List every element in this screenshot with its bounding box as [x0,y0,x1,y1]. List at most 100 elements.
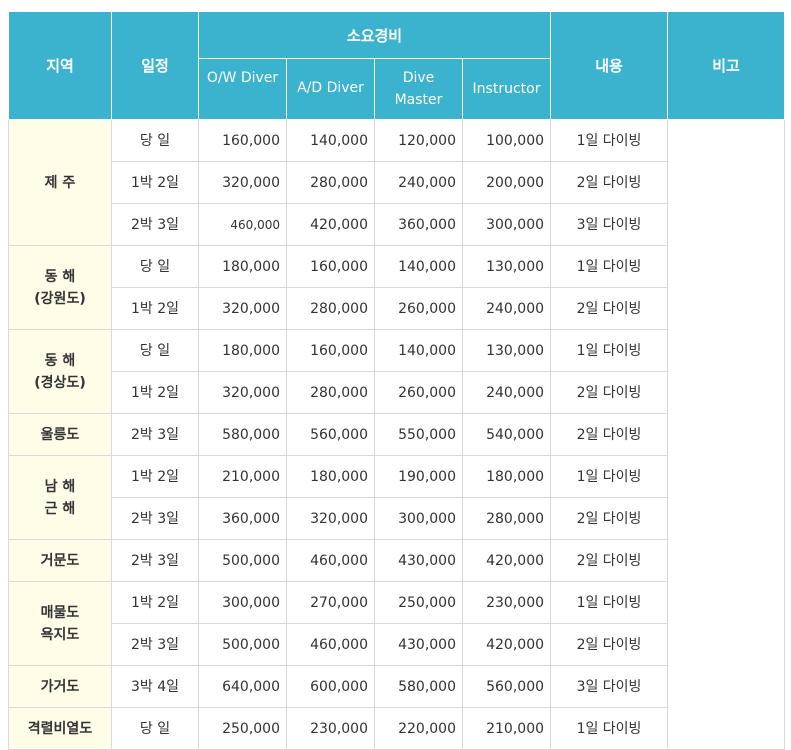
instructor-price-cell: 130,000 [461,329,552,372]
content-cell: 2일 다이빙 [550,287,669,330]
ow-price-cell: 160,000 [198,119,287,162]
ad-price-cell: 460,000 [286,539,375,582]
schedule-cell: 1박 2일 [111,371,199,414]
pricing-table: 지역 일정 소요경비 내용 비고 O/W Diver A/D Diver Div… [8,11,786,750]
table-row: 거문도 2박 3일 500,000 460,000 430,000 420,000 2일 다… [8,539,785,582]
ow-price-cell: 640,000 [198,665,287,708]
schedule-cell: 1박 2일 [111,161,199,204]
ad-price-cell: 280,000 [286,371,375,414]
ad-price-cell: 140,000 [286,119,375,162]
schedule-cell: 1박 2일 [111,455,199,498]
instructor-price-cell: 240,000 [461,287,552,330]
content-cell: 1일 다이빙 [550,455,669,498]
region-cell: 격렬비열도 [8,707,112,750]
instructor-price-cell: 130,000 [461,245,552,288]
ow-price-cell: 320,000 [198,287,287,330]
dm-price-cell: 430,000 [374,623,463,666]
region-label: 욕지도 [40,626,80,643]
content-cell: 2일 다이빙 [550,413,669,456]
header-note: 비고 [667,11,786,120]
schedule-cell: 1박 2일 [111,581,199,624]
dm-price-cell: 140,000 [374,329,463,372]
region-cell: 제 주 [8,119,112,246]
schedule-cell: 당 일 [111,119,199,162]
region-cell: 가거도 [8,665,112,708]
content-cell: 1일 다이빙 [550,119,669,162]
header-content: 내용 [550,11,669,120]
instructor-price-cell: 540,000 [461,413,552,456]
schedule-cell: 당 일 [111,707,199,750]
ad-price-cell: 160,000 [286,329,375,372]
schedule-cell: 3박 4일 [111,665,199,708]
header-schedule: 일정 [111,11,199,120]
region-cell: 동 해 (강원도) [8,245,112,330]
region-label: 근 해 [44,500,76,517]
table-row: 2박 3일 360,000 320,000 300,000 280,000 2일 다이빙 [9,497,785,540]
ad-price-cell: 270,000 [286,581,375,624]
content-cell: 2일 다이빙 [550,371,669,414]
table-row: 동 해 (경상도) 당 일 180,000 160,000 140,000 130,000 1… [8,329,785,414]
ow-price-cell: 580,000 [198,413,287,456]
ad-price-cell: 280,000 [286,161,375,204]
region-label: 동 해 [44,268,76,285]
ad-price-cell: 600,000 [286,665,375,708]
schedule-cell: 2박 3일 [111,203,199,246]
region-label: (경상도) [34,374,86,391]
content-cell: 1일 다이빙 [550,707,669,750]
region-label: 매물도 [40,604,80,621]
content-cell: 2일 다이빙 [550,161,669,204]
ad-price-cell: 180,000 [286,455,375,498]
dm-price-cell: 260,000 [374,371,463,414]
region-cell: 울릉도 [8,413,112,456]
instructor-price-cell: 100,000 [461,119,552,162]
schedule-cell: 당 일 [111,245,199,288]
dm-price-cell: 580,000 [374,665,463,708]
content-cell: 3일 다이빙 [550,665,669,708]
dm-price-cell: 360,000 [374,203,463,246]
instructor-price-cell: 230,000 [461,581,552,624]
ow-price-cell: 500,000 [198,539,287,582]
schedule-cell: 2박 3일 [111,413,199,456]
table-row: 가거도 3박 4일 640,000 600,000 580,000 560,000 3일 다… [8,665,785,708]
ow-price-cell: 180,000 [198,329,287,372]
region-label: 제 주 [44,174,76,191]
note-cell [667,119,786,750]
instructor-price-cell: 200,000 [461,161,552,204]
schedule-cell: 2박 3일 [111,497,199,540]
dm-price-cell: 140,000 [374,245,463,288]
content-cell: 2일 다이빙 [550,539,669,582]
table-row: 1박 2일 320,000 280,000 240,000 200,000 2일 다이빙 [9,161,785,204]
instructor-price-cell: 300,000 [461,203,552,246]
header-cost-group: 소요경비 [197,11,552,59]
instructor-price-cell: 420,000 [461,539,552,582]
region-label: (강원도) [34,290,86,307]
ad-price-cell: 420,000 [286,203,375,246]
content-cell: 2일 다이빙 [550,623,669,666]
ad-price-cell: 560,000 [286,413,375,456]
header-ad-diver: A/D Diver [286,58,375,120]
ad-price-cell: 230,000 [286,707,375,750]
ow-price-cell: 210,000 [198,455,287,498]
region-label: 가거도 [40,678,80,695]
ow-price-cell: 180,000 [198,245,287,288]
content-cell: 1일 다이빙 [550,245,669,288]
content-cell: 1일 다이빙 [550,581,669,624]
region-label: 남 해 [44,478,76,495]
dm-price-cell: 190,000 [374,455,463,498]
ow-price-cell: 460,000 [198,203,287,246]
dm-price-cell: 250,000 [374,581,463,624]
header-instructor: Instructor [461,58,552,120]
header-ow-label: O/W Diver [206,70,279,86]
instructor-price-cell: 280,000 [461,497,552,540]
region-cell: 동 해 (경상도) [8,329,112,414]
instructor-price-cell: 180,000 [461,455,552,498]
header-dive-master: Dive Master [374,58,463,120]
ow-price-cell: 320,000 [198,161,287,204]
table-row: 1박 2일 320,000 280,000 260,000 240,000 2일 다이빙 [9,371,785,414]
dm-price-cell: 220,000 [374,707,463,750]
dm-price-cell: 550,000 [374,413,463,456]
